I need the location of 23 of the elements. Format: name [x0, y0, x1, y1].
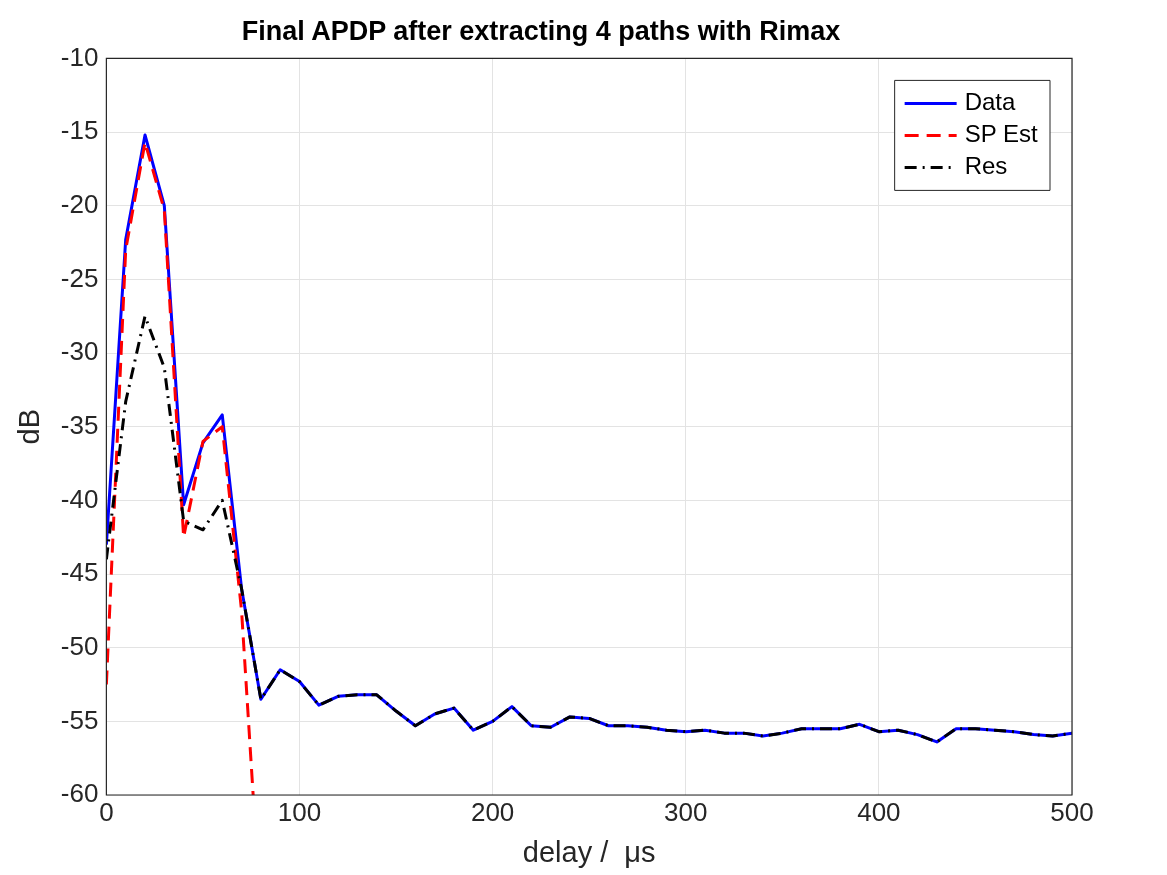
x-tick-label: 300: [664, 796, 708, 827]
x-axis-title: delay / μs: [522, 835, 656, 868]
legend-label: SP Est: [964, 120, 1038, 148]
y-tick-label: -20: [60, 188, 99, 219]
y-tick-label: -25: [60, 262, 99, 293]
x-tick-label: 200: [470, 796, 515, 827]
legend-label: Data: [964, 88, 1016, 116]
y-axis-title: dB: [13, 408, 46, 445]
chart-title: Final APDP after extracting 4 paths with Rimax: [241, 15, 841, 46]
x-tick-label: 100: [277, 796, 322, 827]
y-tick-label: -55: [60, 704, 99, 735]
y-tick-label: -10: [60, 41, 99, 72]
x-tick-label: 0: [99, 796, 114, 827]
x-tick-label: 500: [1050, 796, 1094, 827]
y-tick-label: -30: [60, 336, 99, 367]
y-tick-label: -35: [60, 409, 99, 440]
y-tick-label: -50: [60, 630, 99, 661]
y-tick-label: -15: [60, 115, 99, 146]
x-tick-label: 400: [857, 796, 901, 827]
y-tick-label: -45: [60, 557, 99, 588]
legend-label: Res: [964, 152, 1008, 180]
y-tick-label: -40: [60, 483, 99, 514]
y-tick-label: -60: [60, 778, 99, 809]
